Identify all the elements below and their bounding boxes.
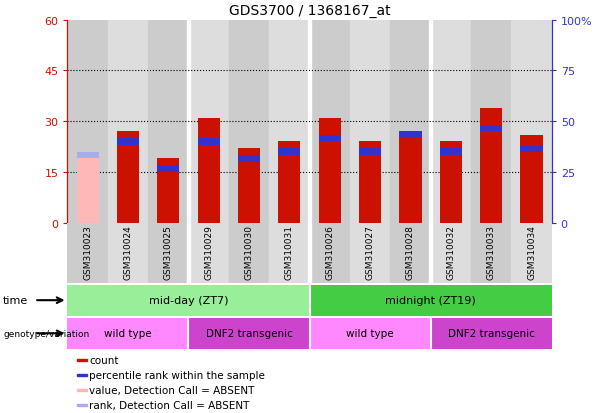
Bar	[157, 159, 180, 223]
Bar	[278, 142, 300, 223]
Text: mid-day (ZT7): mid-day (ZT7)	[149, 295, 228, 306]
Bar	[511, 21, 552, 223]
Bar	[520, 145, 543, 152]
Text: DNF2 transgenic: DNF2 transgenic	[447, 328, 535, 339]
Bar	[471, 21, 511, 223]
Text: count: count	[89, 355, 118, 365]
Bar	[187, 223, 190, 283]
Bar	[77, 404, 87, 406]
Text: genotype/variation: genotype/variation	[3, 329, 89, 338]
Bar	[429, 21, 432, 223]
Bar	[108, 21, 148, 223]
Bar	[67, 21, 108, 223]
Bar	[229, 223, 269, 283]
Text: GSM310033: GSM310033	[487, 225, 496, 280]
Text: wild type: wild type	[104, 328, 152, 339]
Bar	[390, 223, 431, 283]
Text: GSM310024: GSM310024	[123, 225, 132, 280]
Bar	[77, 152, 99, 223]
Bar	[117, 139, 139, 145]
Text: GSM310032: GSM310032	[446, 225, 455, 280]
Bar	[440, 149, 462, 156]
Bar	[429, 223, 432, 283]
Bar	[77, 389, 87, 391]
Text: GSM310029: GSM310029	[204, 225, 213, 280]
Bar	[480, 125, 502, 132]
Text: DNF2 transgenic: DNF2 transgenic	[205, 328, 292, 339]
Bar	[197, 119, 220, 223]
Bar	[189, 223, 229, 283]
Text: wild type: wild type	[346, 328, 394, 339]
Bar	[440, 142, 462, 223]
Bar	[148, 21, 189, 223]
Text: GSM310023: GSM310023	[83, 225, 92, 280]
Bar	[431, 21, 471, 223]
Text: GSM310034: GSM310034	[527, 225, 536, 280]
Bar	[189, 21, 229, 223]
Text: midnight (ZT19): midnight (ZT19)	[385, 295, 476, 306]
Bar	[278, 149, 300, 156]
Bar	[350, 223, 390, 283]
Bar	[310, 318, 431, 349]
Bar	[238, 149, 260, 223]
Bar	[148, 223, 189, 283]
Text: percentile rank within the sample: percentile rank within the sample	[89, 370, 265, 380]
Bar	[67, 285, 310, 316]
Bar	[67, 318, 189, 349]
Bar	[238, 156, 260, 162]
Bar	[308, 223, 311, 283]
Bar	[310, 21, 350, 223]
Bar	[187, 21, 190, 223]
Bar	[77, 359, 87, 361]
Bar	[310, 223, 350, 283]
Bar	[310, 285, 552, 316]
Bar	[269, 21, 310, 223]
Bar	[390, 21, 431, 223]
Bar	[269, 223, 310, 283]
Bar	[229, 21, 269, 223]
Bar	[67, 223, 108, 283]
Bar	[189, 318, 310, 349]
Text: GSM310026: GSM310026	[326, 225, 334, 280]
Text: rank, Detection Call = ABSENT: rank, Detection Call = ABSENT	[89, 400, 249, 410]
Bar	[511, 223, 552, 283]
Bar	[108, 223, 148, 283]
Bar	[399, 132, 422, 223]
Bar	[117, 132, 139, 223]
Bar	[431, 223, 471, 283]
Bar	[319, 135, 341, 142]
Text: GSM310028: GSM310028	[406, 225, 415, 280]
Text: GSM310027: GSM310027	[365, 225, 375, 280]
Bar	[197, 139, 220, 145]
Title: GDS3700 / 1368167_at: GDS3700 / 1368167_at	[229, 4, 390, 18]
Bar	[359, 142, 381, 223]
Bar	[359, 149, 381, 156]
Bar	[157, 166, 180, 173]
Bar	[319, 119, 341, 223]
Bar	[480, 108, 502, 223]
Bar	[399, 132, 422, 139]
Bar	[431, 318, 552, 349]
Text: GSM310030: GSM310030	[245, 225, 254, 280]
Bar	[308, 21, 311, 223]
Bar	[350, 21, 390, 223]
Text: time: time	[3, 295, 28, 306]
Text: GSM310025: GSM310025	[164, 225, 173, 280]
Bar	[77, 374, 87, 376]
Bar	[520, 135, 543, 223]
Bar	[77, 152, 99, 159]
Text: GSM310031: GSM310031	[285, 225, 294, 280]
Bar	[471, 223, 511, 283]
Text: value, Detection Call = ABSENT: value, Detection Call = ABSENT	[89, 385, 254, 395]
